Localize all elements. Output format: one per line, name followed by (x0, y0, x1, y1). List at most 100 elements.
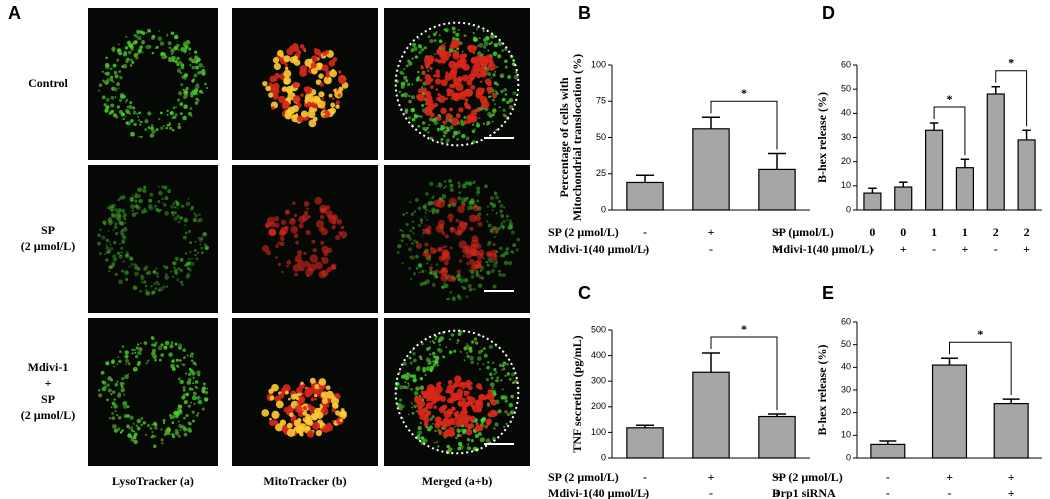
green-dot (429, 136, 434, 140)
red-dot (279, 241, 285, 247)
green-dot (206, 86, 209, 90)
green-dot (412, 212, 414, 214)
green-dot (505, 214, 509, 218)
green-dot (108, 207, 110, 210)
condition-mark: - (870, 242, 874, 256)
green-dot (173, 34, 179, 40)
green-dot (155, 272, 159, 276)
red-dot (435, 73, 441, 78)
green-dot (117, 43, 120, 45)
green-dot (105, 258, 109, 262)
green-dot (406, 233, 411, 239)
green-dot (101, 70, 104, 73)
green-dot (171, 359, 175, 364)
red-dot (440, 44, 446, 50)
green-dot (461, 50, 464, 53)
green-dot (180, 83, 184, 87)
red-dot (457, 418, 463, 424)
green-dot (145, 291, 151, 296)
bar (1017, 139, 1036, 211)
red-dot (274, 222, 280, 228)
red-dot (315, 62, 324, 71)
green-dot (172, 275, 175, 278)
green-dot (473, 180, 476, 183)
green-dot (411, 117, 416, 122)
green-dot (431, 207, 436, 212)
red-dot (334, 410, 341, 416)
green-dot (461, 183, 466, 188)
red-dot (283, 55, 291, 63)
red-dot (321, 256, 325, 260)
green-dot (448, 274, 451, 276)
green-dot (116, 380, 119, 383)
green-dot (148, 198, 153, 203)
green-dot (179, 112, 183, 116)
green-dot (476, 186, 481, 191)
green-dot (163, 203, 167, 207)
green-dot (126, 105, 129, 108)
green-dot (428, 271, 433, 275)
green-dot (417, 426, 422, 431)
bar (955, 167, 974, 211)
red-dot (447, 380, 453, 385)
green-dot (112, 80, 115, 83)
green-dot (200, 246, 204, 250)
green-dot (398, 406, 403, 411)
green-dot (136, 29, 141, 35)
green-dot (170, 48, 175, 53)
green-dot (188, 52, 191, 55)
red-dot (325, 390, 334, 399)
green-dot (485, 378, 490, 382)
green-dot (431, 196, 435, 200)
green-dot (482, 122, 485, 125)
y-tick-label: 10 (841, 430, 851, 440)
red-dot (331, 402, 338, 409)
green-dot (424, 203, 427, 206)
green-dot (161, 52, 166, 57)
green-dot (100, 370, 105, 375)
green-dot (448, 179, 453, 183)
green-dot (153, 444, 157, 449)
green-dot (204, 245, 210, 250)
red-dot (416, 94, 423, 101)
green-dot (415, 410, 418, 413)
green-dot (160, 428, 163, 431)
error-bar (701, 352, 721, 373)
y-tick-label: 20 (841, 156, 851, 166)
red-dot (322, 398, 328, 405)
green-dot (440, 141, 443, 144)
green-dot (133, 432, 138, 437)
red-dot (444, 429, 452, 436)
green-dot (190, 205, 195, 209)
red-dot (331, 407, 336, 413)
red-dot (458, 107, 464, 113)
green-dot (151, 353, 154, 356)
green-dot (401, 230, 404, 233)
red-dot (451, 92, 460, 101)
green-dot (124, 354, 129, 359)
green-dot (475, 27, 479, 31)
green-dot (413, 391, 419, 396)
green-dot (185, 413, 189, 418)
green-dot (116, 251, 121, 256)
green-dot (200, 251, 204, 255)
green-dot (153, 204, 157, 208)
row-label: Control (28, 76, 68, 90)
green-dot (104, 108, 109, 113)
green-dot (160, 126, 164, 130)
condition-name: Drp1 siRNA (772, 486, 836, 499)
green-dot (454, 425, 456, 428)
green-dot (487, 108, 489, 110)
green-dot (476, 356, 482, 361)
green-dot (198, 400, 203, 405)
red-dot (273, 62, 281, 71)
green-dot (465, 295, 469, 299)
red-dot (290, 225, 299, 234)
red-dot (327, 214, 332, 219)
green-dot (158, 118, 161, 121)
green-dot (173, 211, 177, 215)
green-dot (499, 378, 503, 382)
green-dot (194, 253, 197, 257)
red-dot (281, 86, 288, 92)
significance-label: * (977, 327, 983, 341)
